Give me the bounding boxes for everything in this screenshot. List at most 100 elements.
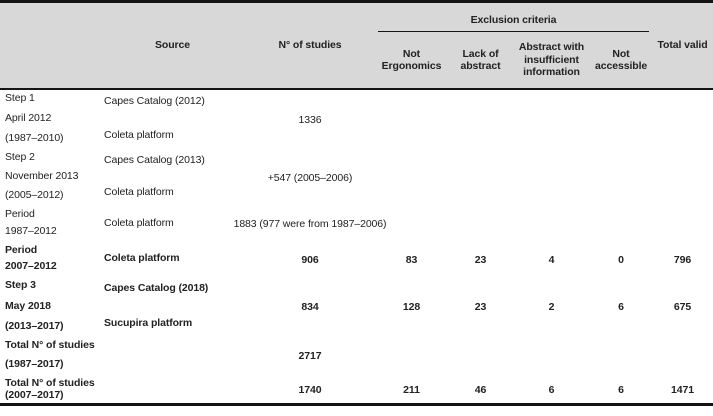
header-total-valid: Total valid [657, 39, 708, 52]
n-studies-cell: +547 (2005–2006) [267, 171, 353, 184]
table-row-total-1987-2017: Total N° of studies (1987–2017) 2717 [0, 337, 713, 375]
lack-of-abstract-cell [448, 206, 513, 242]
source-line: Capes Catalog (2012) [104, 95, 205, 107]
table-row-step1: Step 1 April 2012 (1987–2010) Capes Cata… [0, 90, 713, 149]
row-label-line: Step 3 [5, 279, 36, 291]
source-line: Coleta platform [104, 186, 174, 199]
lack-of-abstract-cell: 23 [474, 253, 487, 266]
header-not-accessible: Not accessible [595, 47, 648, 72]
total-valid-cell [652, 149, 713, 206]
table-row-period-2007-2012: Period 2007–2012 Coleta platform 906 83 … [0, 242, 713, 277]
header-source: Source [155, 39, 190, 52]
table-bottom-rule [0, 403, 713, 406]
row-label-line: April 2012 [5, 112, 52, 125]
not-accessible-cell [590, 149, 652, 206]
not-accessible-cell [590, 206, 652, 242]
row-label-line: May 2018 [5, 299, 51, 312]
abstract-insufficient-cell [513, 90, 590, 149]
header-abstract-insufficient: Abstract with insufficient information [518, 41, 585, 79]
source-line: Sucupira platform [104, 317, 193, 330]
header-exclusion-title: Exclusion criteria [470, 14, 557, 26]
row-label-line: Step 2 [5, 151, 35, 163]
abstract-insufficient-cell [513, 206, 590, 242]
total-valid-cell [652, 206, 713, 242]
row-label: Step 3 May 2018 (2013–2017) [0, 277, 100, 337]
lack-of-abstract-cell [448, 149, 513, 206]
not-ergonomics-cell [375, 149, 448, 206]
n-studies-cell: 906 [301, 253, 319, 266]
row-label: Step 2 November 2013 (2005–2012) [0, 149, 100, 206]
row-label-line: (1987–2010) [5, 132, 64, 145]
abstract-insufficient-cell: 6 [548, 384, 555, 397]
header-not-ergonomics: Not Ergonomics [381, 47, 442, 72]
row-label: Period 1987–2012 [0, 206, 100, 242]
row-label-line: Total N° of studies [5, 377, 95, 389]
lack-of-abstract-cell: 46 [474, 384, 487, 397]
table-top-rule [0, 0, 713, 3]
exclusion-underline [378, 31, 649, 32]
abstract-insufficient-cell [513, 149, 590, 206]
lack-of-abstract-cell [448, 337, 513, 375]
row-label-line: (1987–2017) [5, 358, 64, 371]
not-ergonomics-cell: 211 [403, 384, 420, 397]
n-studies-cell: 1336 [298, 113, 322, 126]
not-accessible-cell: 0 [618, 253, 624, 266]
total-valid-cell [652, 337, 713, 375]
source-cell [100, 375, 245, 405]
source-cell: Capes Catalog (2013) Coleta platform [100, 149, 245, 206]
lack-of-abstract-cell: 23 [474, 301, 487, 313]
not-ergonomics-cell: 83 [405, 253, 418, 266]
total-valid-cell: 675 [673, 301, 692, 313]
source-cell: Capes Catalog (2012) Coleta platform [100, 90, 245, 149]
not-accessible-cell: 6 [618, 301, 624, 313]
row-label-line: 1987–2012 [5, 225, 57, 238]
source-line: Coleta platform [104, 252, 180, 265]
source-cell [100, 337, 245, 375]
source-cell: Capes Catalog (2018) Sucupira platform [100, 277, 245, 337]
not-accessible-cell: 6 [618, 384, 624, 397]
row-label: Total N° of studies (1987–2017) [0, 337, 100, 375]
header-exclusion-group: Exclusion criteria Not Ergonomics Lack o… [375, 3, 652, 88]
row-label-line: (2013–2017) [5, 320, 64, 333]
table-header: Source N° of studies Exclusion criteria … [0, 3, 713, 90]
source-line: Coleta platform [104, 129, 174, 142]
row-label-line: Total N° of studies [5, 339, 95, 351]
header-n-studies: N° of studies [278, 39, 342, 52]
row-label: Step 1 April 2012 (1987–2010) [0, 90, 100, 149]
not-ergonomics-cell: 128 [402, 301, 421, 313]
not-accessible-cell [590, 90, 652, 149]
not-ergonomics-cell [375, 337, 448, 375]
row-label-line: Period [5, 244, 38, 256]
source-cell: Coleta platform [100, 206, 245, 242]
table-row-step2: Step 2 November 2013 (2005–2012) Capes C… [0, 149, 713, 206]
n-studies-cell: 1883 (977 were from 1987–2006) [233, 218, 387, 230]
row-label-line: Period [5, 208, 35, 220]
total-valid-cell: 796 [673, 253, 692, 266]
exclusion-subheaders: Not Ergonomics Lack of abstract Abstract… [375, 32, 652, 88]
row-label-line: Step 1 [5, 92, 35, 104]
row-label: Period 2007–2012 [0, 242, 100, 277]
header-lack-of-abstract: Lack of abstract [460, 47, 501, 72]
abstract-insufficient-cell: 2 [548, 301, 555, 313]
source-line: Capes Catalog (2013) [104, 154, 205, 166]
n-studies-cell: 2717 [298, 350, 322, 362]
not-ergonomics-cell [375, 206, 448, 242]
not-accessible-cell [590, 337, 652, 375]
not-ergonomics-cell [375, 90, 448, 149]
total-valid-cell [652, 90, 713, 149]
table-row-step3: Step 3 May 2018 (2013–2017) Capes Catalo… [0, 277, 713, 337]
row-label-line: (2007–2017) [5, 388, 64, 401]
abstract-insufficient-cell: 4 [548, 253, 555, 266]
source-cell: Coleta platform [100, 242, 245, 277]
row-label-line: November 2013 [5, 170, 79, 183]
header-row-label-spacer [0, 3, 100, 88]
n-studies-cell: 834 [301, 301, 319, 313]
abstract-insufficient-cell [513, 337, 590, 375]
source-line: Coleta platform [104, 216, 174, 229]
total-valid-cell: 1471 [671, 384, 694, 397]
source-line: Capes Catalog (2018) [104, 282, 209, 294]
table-row-period-1987-2012: Period 1987–2012 Coleta platform 1883 (9… [0, 206, 713, 242]
table-row-total-2007-2017: Total N° of studies (2007–2017) 1740 211… [0, 375, 713, 403]
row-label-line: (2005–2012) [5, 189, 64, 202]
